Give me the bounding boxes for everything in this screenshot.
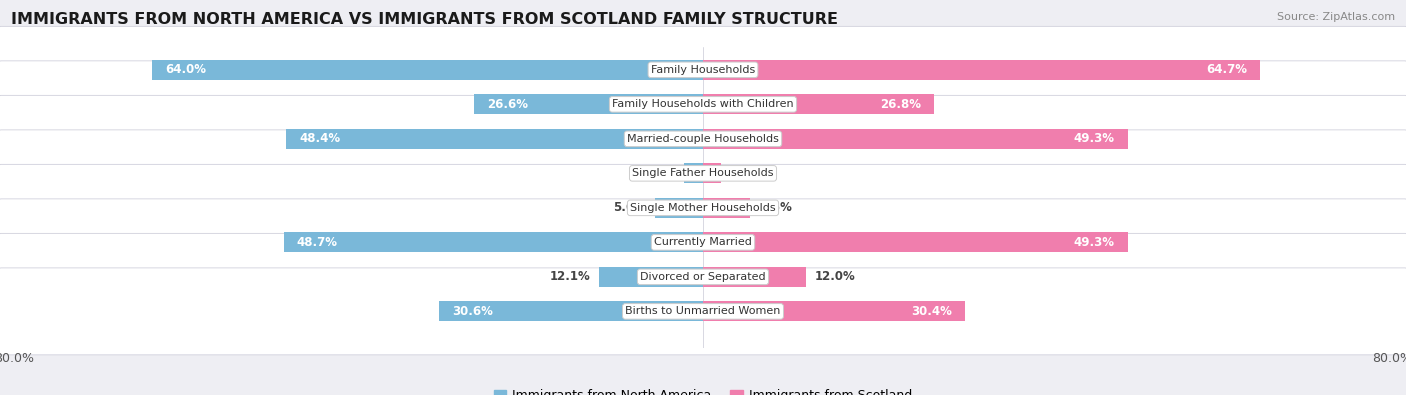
Text: 12.0%: 12.0%: [815, 270, 856, 283]
Text: 49.3%: 49.3%: [1074, 236, 1115, 249]
Bar: [599, 267, 703, 287]
Text: 12.1%: 12.1%: [550, 270, 591, 283]
Bar: [655, 198, 703, 218]
Text: 26.6%: 26.6%: [486, 98, 527, 111]
FancyBboxPatch shape: [0, 199, 1406, 286]
FancyBboxPatch shape: [0, 130, 1406, 217]
FancyBboxPatch shape: [0, 233, 1406, 320]
Text: 64.0%: 64.0%: [165, 63, 205, 76]
Bar: [703, 301, 965, 322]
Text: IMMIGRANTS FROM NORTH AMERICA VS IMMIGRANTS FROM SCOTLAND FAMILY STRUCTURE: IMMIGRANTS FROM NORTH AMERICA VS IMMIGRA…: [11, 12, 838, 27]
Text: Divorced or Separated: Divorced or Separated: [640, 272, 766, 282]
Text: Family Households: Family Households: [651, 65, 755, 75]
Text: Births to Unmarried Women: Births to Unmarried Women: [626, 307, 780, 316]
Text: 30.6%: 30.6%: [453, 305, 494, 318]
Text: Source: ZipAtlas.com: Source: ZipAtlas.com: [1277, 12, 1395, 22]
Bar: [474, 94, 703, 114]
Text: 5.6%: 5.6%: [613, 201, 647, 214]
Bar: [152, 60, 703, 80]
Bar: [703, 129, 1128, 149]
Text: 64.7%: 64.7%: [1206, 63, 1247, 76]
Bar: [703, 267, 807, 287]
Text: 49.3%: 49.3%: [1074, 132, 1115, 145]
Text: Family Households with Children: Family Households with Children: [612, 99, 794, 109]
Bar: [284, 232, 703, 252]
Text: 48.7%: 48.7%: [297, 236, 337, 249]
Bar: [440, 301, 703, 322]
FancyBboxPatch shape: [0, 61, 1406, 148]
Bar: [703, 164, 721, 183]
Text: 2.2%: 2.2%: [643, 167, 675, 180]
FancyBboxPatch shape: [0, 26, 1406, 113]
FancyBboxPatch shape: [0, 268, 1406, 355]
Text: 30.4%: 30.4%: [911, 305, 952, 318]
Bar: [703, 232, 1128, 252]
Text: Married-couple Households: Married-couple Households: [627, 134, 779, 144]
FancyBboxPatch shape: [0, 95, 1406, 182]
Text: 48.4%: 48.4%: [299, 132, 340, 145]
Bar: [287, 129, 703, 149]
Legend: Immigrants from North America, Immigrants from Scotland: Immigrants from North America, Immigrant…: [489, 384, 917, 395]
Text: 5.5%: 5.5%: [759, 201, 792, 214]
Text: Single Mother Households: Single Mother Households: [630, 203, 776, 213]
Bar: [685, 164, 703, 183]
FancyBboxPatch shape: [0, 164, 1406, 251]
Bar: [703, 198, 751, 218]
Text: Currently Married: Currently Married: [654, 237, 752, 247]
Text: Single Father Households: Single Father Households: [633, 168, 773, 179]
Bar: [703, 94, 934, 114]
Text: 2.1%: 2.1%: [730, 167, 762, 180]
Text: 26.8%: 26.8%: [880, 98, 921, 111]
Bar: [703, 60, 1260, 80]
